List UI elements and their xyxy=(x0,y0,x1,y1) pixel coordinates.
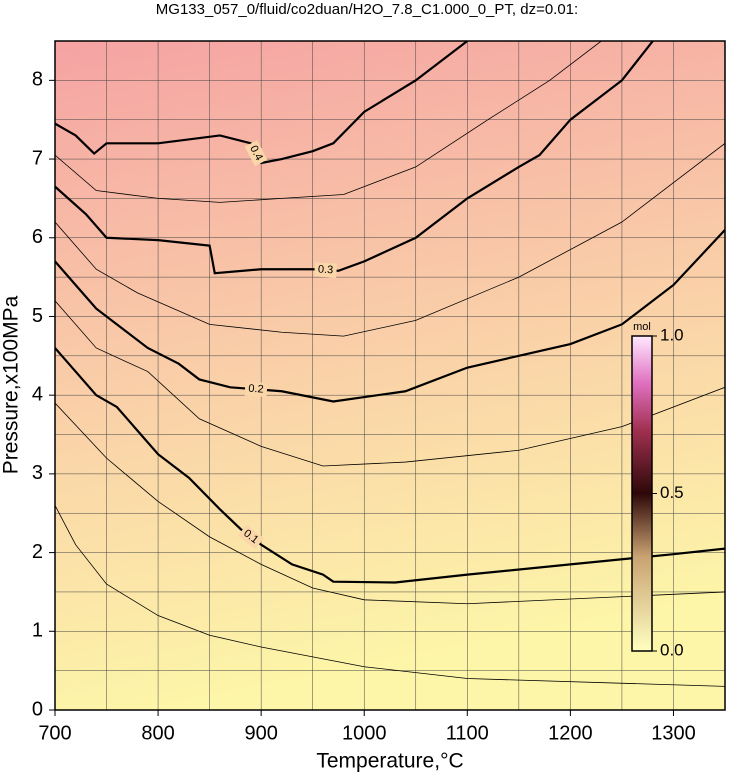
colorbar: mol 0.0 0.5 1.0 xyxy=(631,321,684,659)
contour-line xyxy=(55,229,725,403)
x-tick-label: 1100 xyxy=(446,722,489,744)
thin-contour xyxy=(55,505,725,687)
x-tick-label: 900 xyxy=(244,722,277,744)
x-tick-label: 1300 xyxy=(651,722,696,744)
y-tick-label: 3 xyxy=(32,462,43,484)
colorbar-tick-label: 1.0 xyxy=(660,325,684,344)
contour-line xyxy=(55,41,654,275)
colorbar-unit: mol xyxy=(633,321,651,333)
y-axis-title: Pressure,x100MPa xyxy=(0,295,23,474)
x-tick-label: 1000 xyxy=(342,722,387,744)
y-tick-label: 5 xyxy=(32,305,43,327)
x-tick-label: 1200 xyxy=(548,722,593,744)
thin-contour xyxy=(55,402,725,605)
y-tick-label: 8 xyxy=(32,69,43,91)
y-tick-label: 7 xyxy=(32,147,43,169)
y-tick-label: 4 xyxy=(32,383,43,405)
grid xyxy=(54,41,725,711)
plot-background xyxy=(55,41,725,710)
thin-contour xyxy=(55,300,725,467)
contour-label-bg xyxy=(244,381,268,398)
colorbar-tick-label: 0.5 xyxy=(660,483,684,502)
x-tick-label: 800 xyxy=(141,722,174,744)
y-tick-label: 1 xyxy=(32,620,43,642)
contour-label: 0.2 xyxy=(248,383,264,396)
y-tick-label: 0 xyxy=(32,698,43,720)
contour-label-bg xyxy=(314,262,337,278)
thin-contour xyxy=(55,41,602,203)
colorbar-ramp xyxy=(631,335,653,652)
contour-label-bg xyxy=(244,140,268,167)
plot-frame xyxy=(54,40,726,711)
colorbar-tick-label: 0.0 xyxy=(660,640,684,659)
y-tick-label: 6 xyxy=(32,226,43,248)
contour-label: 0.3 xyxy=(318,263,334,276)
thin-contour xyxy=(55,143,725,337)
contours: 0.10.20.30.4 xyxy=(55,41,725,687)
x-axis-title: Temperature,°C xyxy=(316,750,463,773)
x-tick-label: 700 xyxy=(38,722,71,744)
y-tick-label: 2 xyxy=(32,541,43,563)
contour-label-bg xyxy=(237,524,264,550)
chart-title: MG133_057_0/fluid/co2duan/H2O_7.8_C1.000… xyxy=(156,1,578,18)
